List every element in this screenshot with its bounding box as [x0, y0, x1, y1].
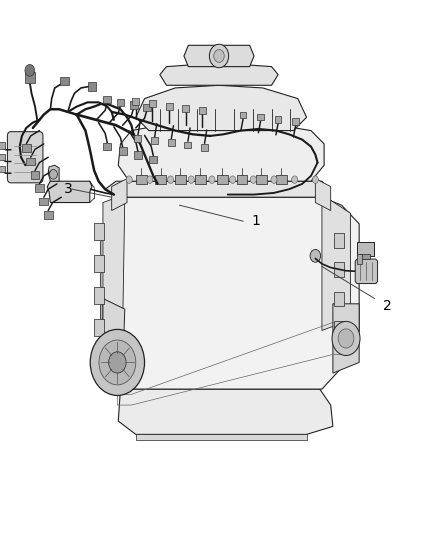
FancyBboxPatch shape: [149, 156, 157, 163]
FancyBboxPatch shape: [117, 99, 124, 106]
Polygon shape: [355, 259, 378, 284]
Bar: [94, 319, 104, 336]
Circle shape: [126, 176, 132, 183]
FancyBboxPatch shape: [103, 143, 111, 150]
FancyBboxPatch shape: [26, 158, 35, 165]
Polygon shape: [136, 434, 307, 440]
FancyBboxPatch shape: [258, 114, 264, 120]
FancyBboxPatch shape: [168, 139, 175, 146]
FancyBboxPatch shape: [143, 104, 151, 111]
Circle shape: [332, 321, 360, 356]
Circle shape: [250, 176, 256, 183]
Polygon shape: [160, 63, 278, 85]
Circle shape: [90, 329, 145, 395]
Bar: [360, 254, 370, 259]
Bar: [357, 254, 362, 264]
Circle shape: [312, 176, 318, 183]
Text: 2: 2: [383, 300, 392, 313]
Circle shape: [147, 176, 153, 183]
Polygon shape: [105, 181, 328, 197]
Bar: [256, 175, 267, 184]
Circle shape: [338, 329, 354, 348]
Circle shape: [292, 176, 298, 183]
FancyBboxPatch shape: [31, 171, 39, 179]
FancyBboxPatch shape: [201, 143, 208, 150]
FancyBboxPatch shape: [151, 137, 158, 144]
FancyBboxPatch shape: [119, 147, 127, 155]
FancyBboxPatch shape: [199, 107, 206, 114]
FancyBboxPatch shape: [134, 135, 141, 142]
Bar: [217, 175, 228, 184]
Circle shape: [49, 169, 57, 179]
Bar: [334, 233, 344, 248]
FancyBboxPatch shape: [39, 198, 48, 205]
Text: 3: 3: [64, 182, 72, 196]
Bar: [136, 175, 147, 184]
Polygon shape: [103, 298, 125, 368]
Bar: [237, 175, 247, 184]
Polygon shape: [315, 179, 331, 211]
Polygon shape: [48, 165, 59, 181]
FancyBboxPatch shape: [0, 166, 5, 172]
FancyBboxPatch shape: [275, 116, 281, 123]
FancyBboxPatch shape: [7, 132, 43, 183]
Circle shape: [271, 176, 277, 183]
Bar: [94, 255, 104, 272]
Bar: [334, 292, 344, 306]
Circle shape: [109, 352, 126, 373]
Circle shape: [209, 44, 229, 68]
Circle shape: [188, 176, 194, 183]
Bar: [195, 175, 206, 184]
FancyBboxPatch shape: [149, 100, 156, 107]
Polygon shape: [322, 195, 350, 330]
FancyBboxPatch shape: [240, 112, 247, 118]
FancyBboxPatch shape: [130, 101, 138, 109]
Polygon shape: [333, 304, 359, 373]
FancyBboxPatch shape: [293, 118, 299, 125]
FancyBboxPatch shape: [25, 72, 35, 83]
FancyBboxPatch shape: [0, 154, 5, 160]
FancyBboxPatch shape: [88, 82, 96, 91]
Circle shape: [310, 249, 321, 262]
Circle shape: [167, 176, 173, 183]
FancyBboxPatch shape: [22, 144, 31, 152]
Circle shape: [214, 50, 224, 62]
Circle shape: [230, 176, 236, 183]
Bar: [334, 262, 344, 277]
Polygon shape: [184, 45, 254, 67]
FancyBboxPatch shape: [132, 98, 139, 105]
Polygon shape: [118, 120, 324, 181]
Polygon shape: [112, 179, 127, 211]
Circle shape: [209, 176, 215, 183]
FancyBboxPatch shape: [60, 77, 69, 85]
FancyBboxPatch shape: [103, 96, 111, 103]
Text: 1: 1: [252, 214, 261, 228]
Bar: [175, 175, 186, 184]
Bar: [94, 223, 104, 240]
FancyBboxPatch shape: [0, 142, 5, 149]
Polygon shape: [136, 85, 307, 131]
FancyBboxPatch shape: [44, 211, 53, 219]
Circle shape: [25, 64, 35, 76]
Bar: [155, 175, 166, 184]
FancyBboxPatch shape: [184, 141, 191, 148]
Bar: [357, 242, 374, 256]
FancyBboxPatch shape: [166, 102, 173, 109]
Bar: [94, 287, 104, 304]
Bar: [334, 321, 344, 336]
Polygon shape: [101, 197, 359, 389]
FancyBboxPatch shape: [134, 151, 142, 159]
FancyBboxPatch shape: [182, 104, 189, 111]
Bar: [276, 175, 287, 184]
Polygon shape: [47, 181, 92, 203]
Polygon shape: [103, 195, 125, 330]
FancyBboxPatch shape: [35, 184, 44, 192]
Polygon shape: [118, 389, 333, 434]
Circle shape: [99, 340, 136, 385]
